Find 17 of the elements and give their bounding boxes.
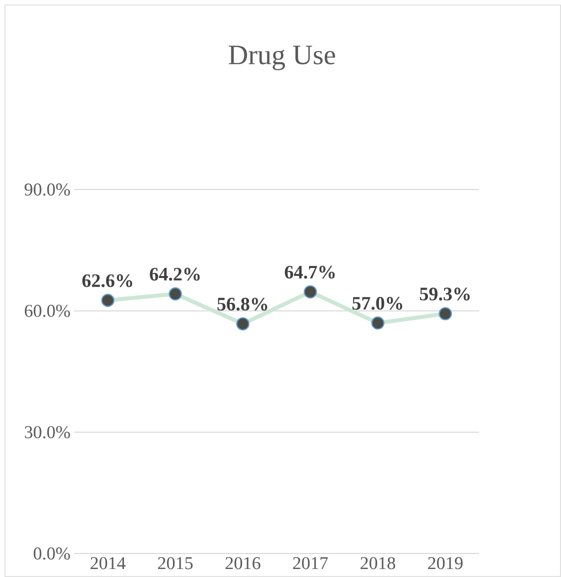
data-label: 56.8% (217, 298, 268, 311)
x-tick-label: 2019 (428, 557, 463, 570)
data-label: 64.2% (150, 268, 200, 281)
y-tick-label: 0.0% (34, 547, 70, 560)
chart-title: Drug Use (228, 46, 336, 70)
x-tick-label: 2018 (360, 557, 396, 570)
y-tick-label: 60.0% (24, 304, 70, 317)
x-tick-label: 2017 (293, 557, 328, 570)
x-tick-label: 2014 (90, 557, 126, 570)
y-tick-label: 90.0% (24, 183, 70, 196)
data-label: 57.0% (352, 296, 402, 310)
data-label: 62.6% (82, 274, 132, 288)
data-label: 59.3% (420, 288, 470, 301)
x-tick-label: 2016 (226, 557, 260, 570)
y-tick-label: 30.0% (24, 426, 70, 438)
x-tick-label: 2015 (158, 557, 193, 570)
data-label: 64.7% (284, 266, 335, 279)
